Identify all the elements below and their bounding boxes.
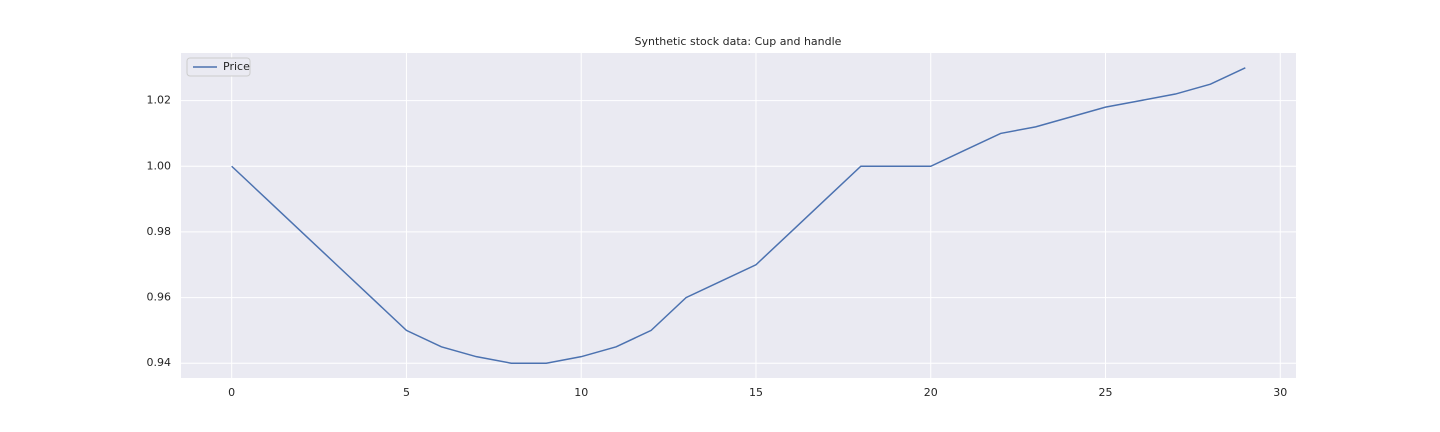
x-tick-label: 20 [924, 386, 938, 399]
x-tick-label: 10 [574, 386, 588, 399]
x-tick-label: 0 [228, 386, 235, 399]
x-tick-label: 25 [1099, 386, 1113, 399]
x-tick-label: 15 [749, 386, 763, 399]
price-line [231, 67, 1246, 364]
x-tick-label: 5 [403, 386, 410, 399]
plot-area [181, 53, 1296, 378]
y-tick-label: 1.00 [147, 159, 172, 172]
x-tick-label: 30 [1273, 386, 1287, 399]
y-tick-label: 0.98 [147, 225, 172, 238]
legend-label: Price [223, 60, 250, 73]
chart-title: Synthetic stock data: Cup and handle [635, 35, 842, 48]
y-tick-label: 0.96 [147, 291, 172, 304]
y-tick-label: 1.02 [147, 94, 172, 107]
legend-box [186, 57, 251, 77]
y-tick-label: 0.94 [147, 356, 172, 369]
legend: Price [186, 57, 251, 77]
